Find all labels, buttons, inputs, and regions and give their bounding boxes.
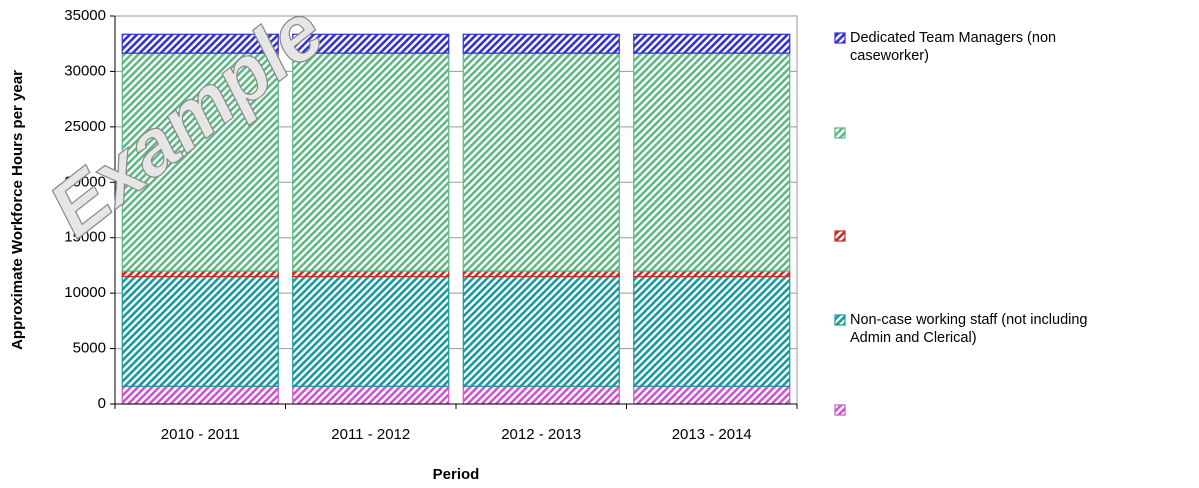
bar-segment	[121, 270, 279, 278]
bar-segment	[462, 385, 620, 405]
legend-label: Dedicated Team Managers (non caseworker)	[850, 30, 1056, 64]
bar-segment	[633, 33, 791, 54]
y-tick-label: 30000	[64, 62, 106, 79]
legend-swatch	[834, 314, 846, 326]
bar-segment	[292, 385, 450, 405]
bar-segment	[462, 275, 620, 387]
y-tick-label: 25000	[64, 118, 106, 135]
x-tick-label: 2010 - 2011	[161, 426, 240, 443]
x-axis-title: Period	[433, 466, 480, 483]
bar-segment	[462, 33, 620, 54]
bar-segment	[292, 52, 450, 272]
y-tick-label: 15000	[64, 229, 106, 246]
y-tick-label: 0	[98, 395, 106, 412]
legend-swatch	[834, 404, 846, 416]
bar-segment	[633, 385, 791, 405]
bar-segment	[121, 33, 279, 54]
bar-segment	[633, 275, 791, 387]
bar-segment	[633, 52, 791, 272]
legend-label: Non-case working staff (not including Adm…	[850, 312, 1088, 346]
legend-swatch	[834, 230, 846, 242]
legend-swatch	[834, 127, 846, 139]
bar-segment	[462, 270, 620, 278]
y-axis-title: Approximate Workforce Hours per year	[9, 70, 26, 350]
bar-segment	[292, 270, 450, 278]
legend-swatch	[834, 32, 846, 44]
y-tick-label: 10000	[64, 284, 106, 301]
bar-segment	[121, 275, 279, 387]
x-tick-label: 2013 - 2014	[672, 426, 752, 443]
bar-segment	[462, 52, 620, 272]
bar-segment	[121, 385, 279, 405]
x-tick-label: 2011 - 2012	[331, 426, 410, 443]
x-tick-label: 2012 - 2013	[501, 426, 581, 443]
y-tick-label: 20000	[64, 173, 106, 190]
bar-segment	[633, 270, 791, 278]
y-tick-label: 35000	[64, 7, 106, 24]
bar-segment	[292, 33, 450, 54]
y-tick-label: 5000	[73, 340, 106, 357]
bar-segment	[292, 275, 450, 387]
